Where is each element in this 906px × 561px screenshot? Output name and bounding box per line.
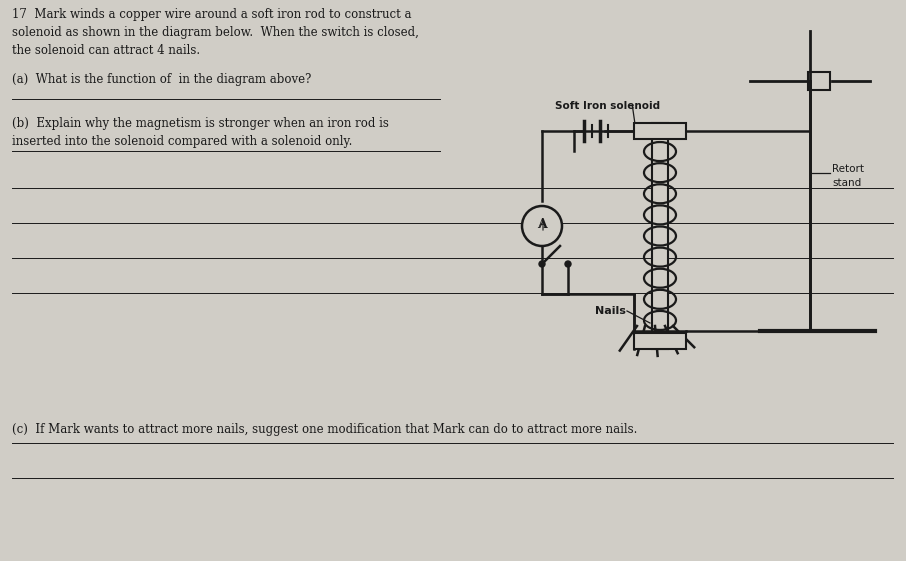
Text: 17  Mark winds a copper wire around a soft iron rod to construct a
solenoid as s: 17 Mark winds a copper wire around a sof… <box>12 8 419 57</box>
Text: (b)  Explain why the magnetism is stronger when an iron rod is
inserted into the: (b) Explain why the magnetism is stronge… <box>12 117 389 148</box>
Circle shape <box>539 261 545 267</box>
Text: (a)  What is the function of  in the diagram above?: (a) What is the function of in the diagr… <box>12 73 312 86</box>
Text: (c)  If Mark wants to attract more nails, suggest one modification that Mark can: (c) If Mark wants to attract more nails,… <box>12 423 638 436</box>
Bar <box>652 123 668 349</box>
Circle shape <box>522 206 562 246</box>
Bar <box>634 123 686 139</box>
Text: Nails: Nails <box>595 306 626 316</box>
Text: Soft Iron solenoid: Soft Iron solenoid <box>555 101 660 111</box>
Text: A: A <box>537 218 547 231</box>
Bar <box>808 72 830 90</box>
Circle shape <box>565 261 571 267</box>
Bar <box>634 333 686 349</box>
Text: Retort
stand: Retort stand <box>832 164 864 187</box>
